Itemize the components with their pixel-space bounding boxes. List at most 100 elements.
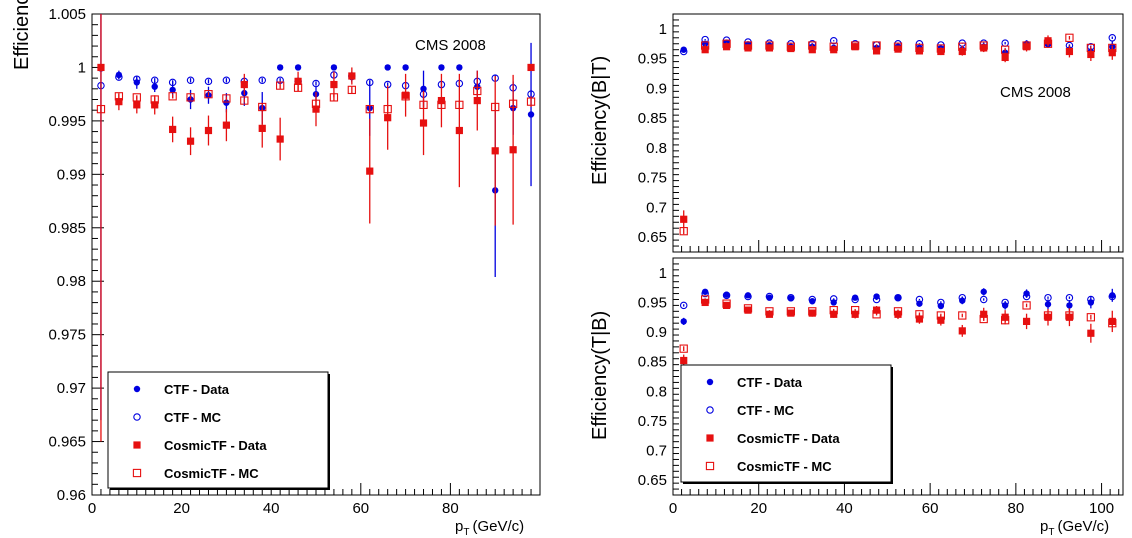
data-point: [455, 100, 464, 110]
x-tick-label: 60: [352, 500, 369, 517]
data-point: [1108, 43, 1117, 53]
data-point: [186, 137, 195, 145]
legend-label: CosmicTF - Data: [737, 431, 840, 446]
data-point: [700, 295, 710, 304]
data-point: [980, 288, 987, 295]
data-point: [679, 344, 688, 353]
x-axis-label: pT (GeV/c): [1040, 518, 1109, 538]
x-axis-label-main: p: [1040, 518, 1048, 535]
data-point: [679, 227, 688, 236]
data-point: [151, 83, 158, 90]
data-point: [1087, 50, 1095, 59]
legend-marker: [705, 461, 715, 471]
x-tick-label: 0: [88, 500, 96, 517]
y-tick-label: 0.985: [48, 220, 86, 237]
data-point: [830, 46, 838, 54]
series-cosmictf-data: [680, 298, 1116, 367]
y-tick-label: 1.005: [48, 6, 86, 23]
data-point: [1087, 329, 1095, 337]
data-point: [401, 92, 410, 101]
x-axis-label-main: p: [455, 518, 463, 535]
data-point: [383, 104, 392, 114]
data-point: [787, 309, 795, 317]
data-point: [808, 307, 817, 316]
panel-left: 0.96 0.965 0.97 0.975 0.98 0.985 0.99 0.995 1 1.0…: [11, 0, 541, 538]
data-point: [894, 310, 902, 318]
data-point: [508, 99, 518, 108]
data-point: [133, 75, 141, 83]
data-point: [894, 293, 902, 302]
y-tick-label: 0.96: [57, 487, 86, 504]
data-point: [829, 305, 838, 315]
data-point: [701, 298, 709, 307]
data-layer: [679, 288, 1117, 367]
data-point: [1001, 313, 1009, 321]
data-point: [330, 80, 338, 89]
data-point: [829, 42, 838, 51]
series-ctf-mc: [679, 289, 1117, 310]
legend-marker: [133, 441, 141, 449]
data-point: [893, 307, 903, 316]
data-point: [526, 97, 536, 106]
data-point: [96, 104, 106, 114]
data-point: [366, 78, 374, 87]
x-axis-label-units: (GeV/c): [1057, 518, 1109, 535]
data-point: [679, 47, 688, 56]
y-tick-label: 0.9: [646, 324, 667, 341]
data-point: [829, 295, 838, 303]
data-point: [765, 307, 774, 316]
data-point: [1001, 53, 1009, 62]
data-point: [222, 94, 231, 103]
data-point: [491, 147, 499, 155]
data-point: [765, 310, 774, 318]
data-point: [979, 314, 988, 324]
x-tick-label: 0: [669, 500, 677, 517]
panel-right-bottom: 0.65 0.7 0.75 0.8 0.85 0.9 0.95 1 0 20 40 60 80 100 Ef…: [589, 257, 1124, 538]
data-point: [980, 44, 988, 52]
data-layer: [679, 33, 1117, 236]
data-point: [915, 310, 924, 319]
data-point: [850, 41, 860, 50]
y-tick-label: 0.99: [57, 166, 86, 183]
data-point: [936, 311, 946, 320]
data-point: [872, 295, 881, 304]
data-point: [872, 47, 881, 55]
data-point: [473, 86, 482, 96]
data-point: [808, 41, 817, 50]
legend-marker: [706, 378, 714, 386]
data-point: [527, 63, 535, 72]
y-tick-label: 0.95: [638, 294, 667, 311]
data-point: [456, 64, 463, 71]
data-point: [787, 293, 795, 302]
data-point: [808, 309, 816, 317]
data-point: [893, 42, 903, 51]
data-point: [222, 121, 230, 129]
x-tick-label: 80: [442, 500, 459, 517]
data-point: [402, 64, 409, 71]
data-point: [115, 73, 123, 81]
data-point: [679, 301, 688, 310]
data-point: [700, 41, 710, 50]
data-point: [330, 64, 338, 71]
data-point: [958, 293, 967, 302]
data-point: [1022, 41, 1031, 50]
y-tick-label: 0.97: [57, 380, 86, 397]
data-point: [958, 47, 966, 56]
legend-marker: [133, 385, 141, 393]
legend-box: [107, 371, 329, 489]
legend-marker: [133, 413, 141, 421]
data-point: [958, 327, 966, 335]
data-point: [872, 310, 881, 319]
data-point: [169, 86, 176, 94]
y-tick-label: 0.65: [638, 229, 667, 246]
annotation-cms: CMS 2008: [415, 37, 486, 54]
data-point: [1000, 316, 1010, 325]
data-point: [455, 126, 463, 135]
data-point: [240, 96, 249, 105]
data-point: [420, 85, 427, 93]
data-point: [743, 41, 753, 50]
data-point: [743, 304, 753, 313]
data-point: [1087, 295, 1095, 304]
y-tick-label: 0.975: [48, 327, 86, 344]
